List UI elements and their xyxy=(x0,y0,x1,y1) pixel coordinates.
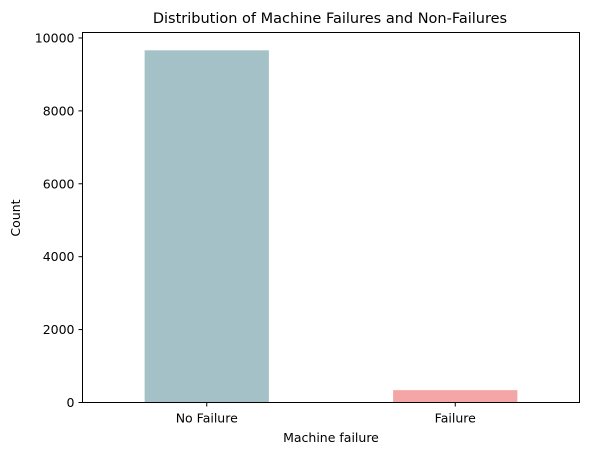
bar-failure xyxy=(393,390,518,403)
plot-frame xyxy=(82,32,580,403)
y-axis-label: Count xyxy=(8,199,23,236)
y-tick-label: 10000 xyxy=(35,30,75,45)
bar-no-failure xyxy=(144,50,269,403)
y-axis-ticks: 0 2000 4000 6000 8000 10000 xyxy=(35,30,83,410)
y-tick-label: 0 xyxy=(67,395,75,410)
y-tick-label: 6000 xyxy=(43,176,75,191)
x-tick-label: No Failure xyxy=(176,411,238,426)
y-tick-label: 2000 xyxy=(43,322,75,337)
x-tick-label: Failure xyxy=(435,411,476,426)
chart-title: Distribution of Machine Failures and Non… xyxy=(153,11,507,27)
bars-group xyxy=(144,50,518,403)
x-axis-label: Machine failure xyxy=(283,430,379,445)
x-axis-ticks: No Failure Failure xyxy=(176,402,476,426)
y-tick-label: 8000 xyxy=(43,103,75,118)
y-tick-label: 4000 xyxy=(43,249,75,264)
